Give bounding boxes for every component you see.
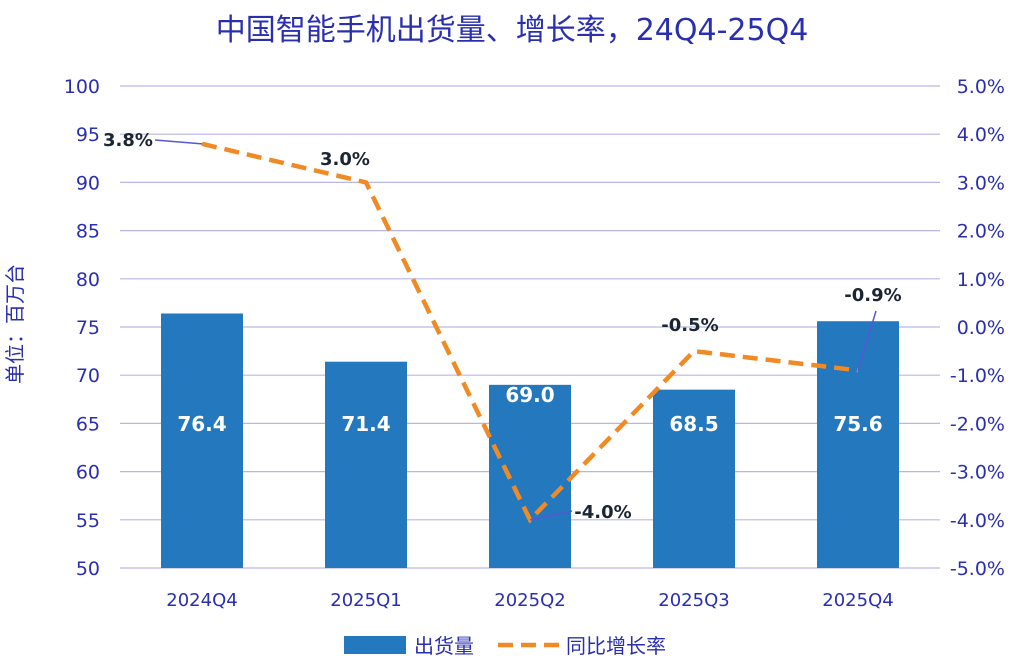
- right-tick-label: 3.0%: [957, 172, 1005, 194]
- right-tick-label: -5.0%: [950, 558, 1005, 580]
- leader-lines: [154, 139, 877, 521]
- left-tick-label: 100: [64, 76, 100, 98]
- legend: 出货量 同比增长率: [344, 634, 666, 658]
- bar-data-label: 68.5: [669, 412, 718, 436]
- legend-bar-label: 出货量: [414, 634, 474, 658]
- bar-data-label: 75.6: [833, 412, 882, 436]
- x-tick-label: 2025Q4: [822, 590, 893, 611]
- right-tick-label: 4.0%: [957, 124, 1005, 146]
- left-tick-label: 90: [76, 172, 100, 194]
- bars: [161, 313, 899, 568]
- bar-data-label: 69.0: [505, 383, 554, 407]
- x-tick-label: 2025Q1: [330, 590, 401, 611]
- rate-data-label: -0.5%: [661, 315, 718, 336]
- bar: [325, 361, 407, 568]
- left-tick-label: 85: [76, 221, 100, 243]
- left-tick-label: 60: [76, 462, 100, 484]
- right-tick-label: 0.0%: [957, 317, 1005, 339]
- left-tick-label: 50: [76, 558, 100, 580]
- legend-bar-swatch: [344, 636, 406, 654]
- left-axis-label: 单位：百万台: [3, 264, 27, 384]
- left-tick-label: 55: [76, 510, 100, 532]
- legend-line-label: 同比增长率: [566, 634, 666, 658]
- left-tick-label: 70: [76, 365, 100, 387]
- bar: [653, 389, 735, 568]
- right-tick-label: 1.0%: [957, 269, 1005, 291]
- leader-line: [529, 510, 573, 521]
- right-tick-label: -2.0%: [950, 413, 1005, 435]
- gridlines: [120, 85, 940, 569]
- right-tick-label: -4.0%: [950, 510, 1005, 532]
- x-axis-ticks: 2024Q4 2025Q1 2025Q2 2025Q3 2025Q4: [166, 590, 893, 611]
- x-tick-label: 2024Q4: [166, 590, 237, 611]
- bar-data-label: 71.4: [341, 412, 390, 436]
- right-tick-label: -3.0%: [950, 462, 1005, 484]
- x-tick-label: 2025Q3: [658, 590, 729, 611]
- rate-data-label: 3.8%: [103, 130, 153, 151]
- right-tick-label: -1.0%: [950, 365, 1005, 387]
- chart-title: 中国智能手机出货量、增长率，24Q4-25Q4: [216, 13, 809, 48]
- right-tick-label: 2.0%: [957, 221, 1005, 243]
- bar-labels: 76.4 71.4 69.0 68.5 75.6: [177, 383, 882, 436]
- left-tick-label: 65: [76, 413, 100, 435]
- rate-data-label: -4.0%: [574, 502, 631, 523]
- rate-data-label: 3.0%: [320, 149, 370, 170]
- bar: [161, 313, 243, 568]
- rate-data-label: -0.9%: [844, 285, 901, 306]
- left-axis-ticks: 50 55 60 65 70 75 80 85 90 95 100: [64, 76, 100, 580]
- left-tick-label: 95: [76, 124, 100, 146]
- rate-labels: 3.8% 3.0% -4.0% -0.5% -0.9%: [103, 130, 902, 523]
- bar: [489, 384, 571, 568]
- leader-line: [154, 139, 203, 145]
- leader-line: [857, 310, 877, 371]
- bar: [817, 321, 899, 568]
- x-tick-label: 2025Q2: [494, 590, 565, 611]
- left-tick-label: 80: [76, 269, 100, 291]
- right-axis-ticks: -5.0% -4.0% -3.0% -2.0% -1.0% 0.0% 1.0% 2.0% 3.0…: [950, 76, 1005, 580]
- left-tick-label: 75: [76, 317, 100, 339]
- bar-data-label: 76.4: [177, 412, 226, 436]
- right-tick-label: 5.0%: [957, 76, 1005, 98]
